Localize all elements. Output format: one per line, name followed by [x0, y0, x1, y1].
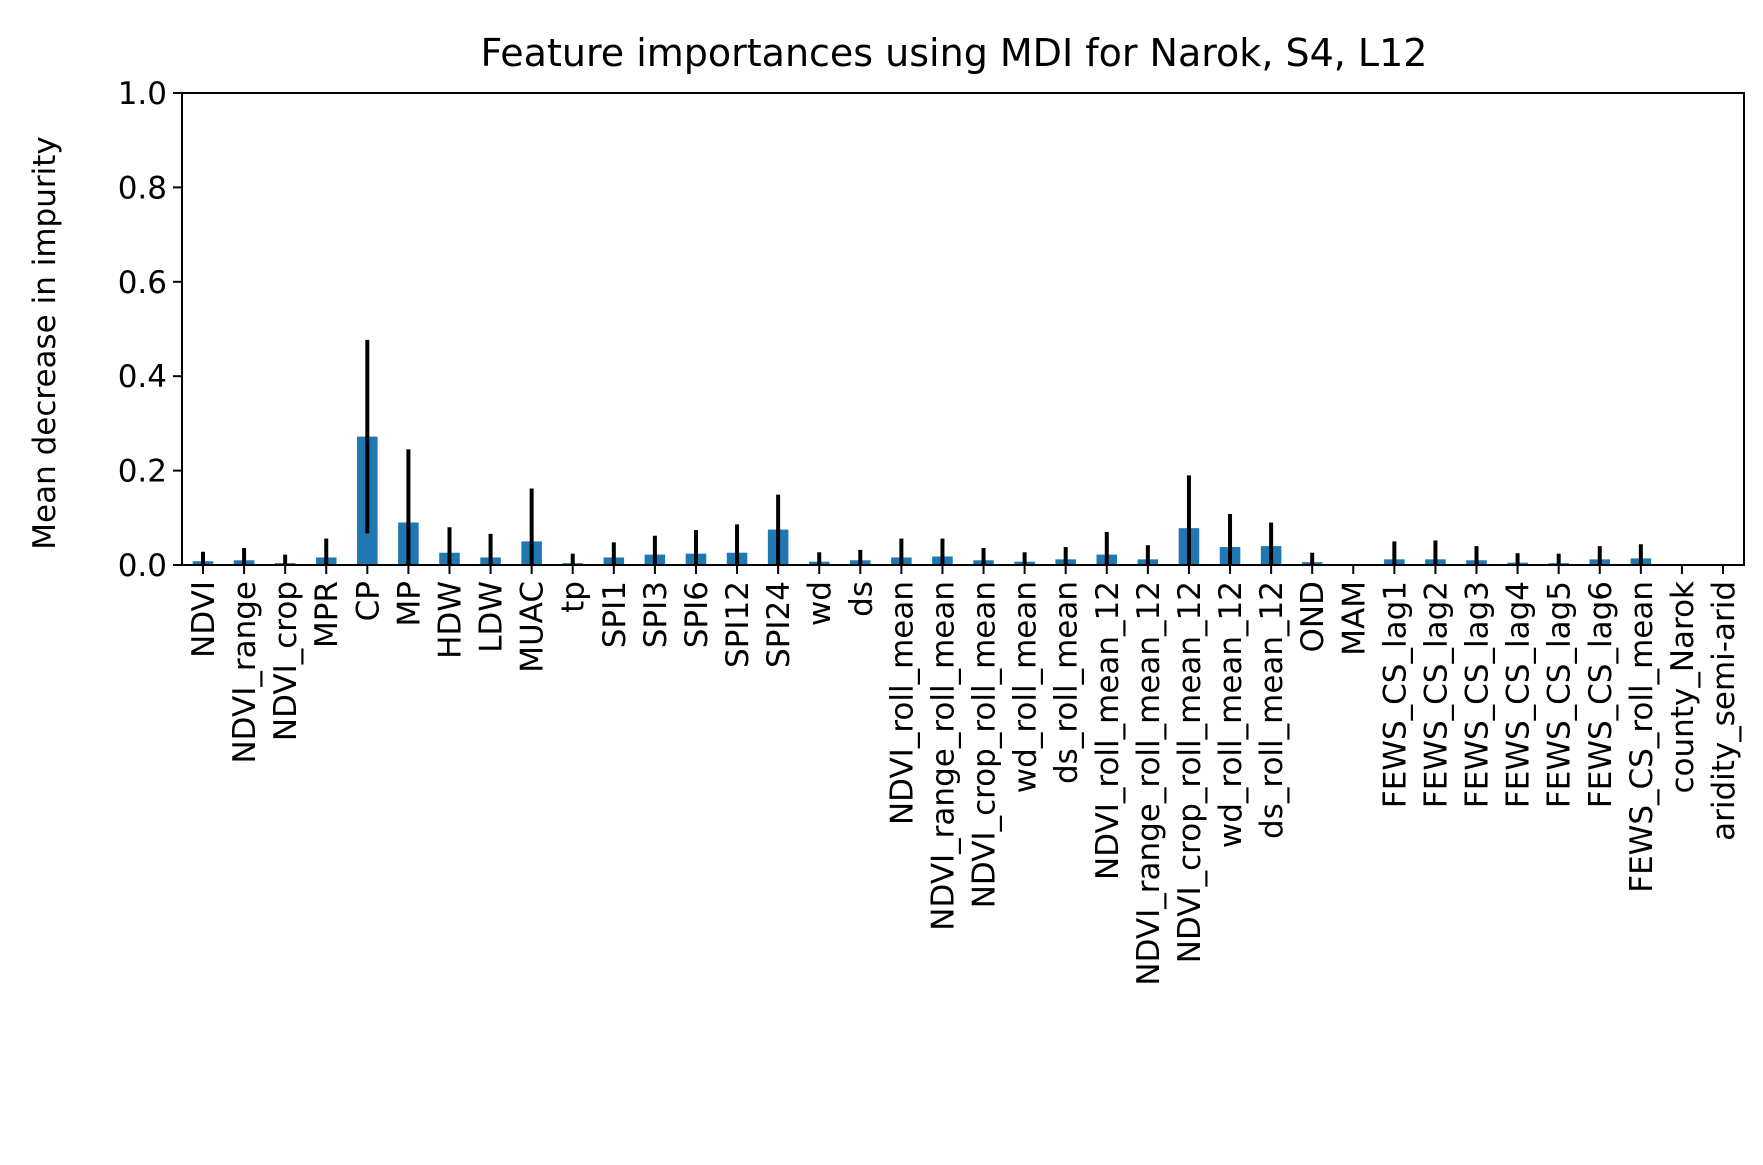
x-tick-label: ds	[843, 581, 879, 617]
x-tick-label: SPI24	[761, 581, 797, 668]
x-tick-label: wd_roll_mean	[1008, 581, 1044, 793]
x-tick-label: county_Narok	[1665, 581, 1701, 794]
x-tick-label: NDVI_roll_mean	[884, 581, 920, 825]
x-tick-label: FEWS_CS_lag6	[1583, 581, 1619, 808]
x-tick-label: NDVI	[186, 581, 222, 658]
x-tick-label: MPR	[309, 581, 345, 648]
x-tick-label: NDVI_range_roll_mean	[925, 581, 961, 931]
x-tick-label: LDW	[474, 581, 510, 653]
x-tick-label: NDVI_range	[227, 581, 263, 764]
x-tick-label: MUAC	[515, 581, 551, 673]
x-axis-ticks: NDVI NDVI_range NDVI_crop MPR CP MP HDW LDW MUAC…	[186, 565, 1742, 986]
x-tick-label: OND	[1295, 581, 1331, 652]
x-tick-label: wd	[802, 581, 838, 626]
x-tick-label: SPI1	[597, 581, 633, 648]
y-tick-label: 0.4	[118, 359, 167, 395]
y-tick-label: 0.6	[118, 265, 167, 301]
x-tick-label: NDVI_crop	[268, 581, 304, 741]
x-tick-label: CP	[350, 581, 386, 621]
y-tick-label: 0.0	[118, 548, 167, 584]
x-tick-label: SPI3	[638, 581, 674, 648]
y-tick-label: 1.0	[118, 76, 167, 112]
x-tick-label: FEWS_CS_lag4	[1501, 581, 1537, 808]
x-tick-label: FEWS_CS_lag2	[1418, 581, 1454, 808]
x-tick-label: SPI12	[720, 581, 756, 668]
x-tick-label: NDVI_roll_mean_12	[1090, 581, 1126, 880]
x-tick-label: FEWS_CS_lag1	[1377, 581, 1413, 808]
x-tick-label: tp	[556, 581, 592, 613]
x-tick-label: MP	[391, 581, 427, 626]
x-tick-label: FEWS_CS_roll_mean	[1624, 581, 1660, 893]
x-tick-label: MAM	[1336, 581, 1372, 656]
x-tick-label: ds_roll_mean	[1049, 581, 1085, 784]
x-tick-label: NDVI_crop_roll_mean_12	[1172, 581, 1208, 963]
y-axis-label: Mean decrease in impurity	[27, 136, 63, 549]
x-tick-label: ds_roll_mean_12	[1254, 581, 1290, 839]
x-tick-label: NDVI_crop_roll_mean	[967, 581, 1003, 908]
x-tick-label: NDVI_range_roll_mean_12	[1131, 581, 1167, 986]
y-tick-label: 0.8	[118, 170, 167, 206]
chart-title: Feature importances using MDI for Narok,…	[481, 31, 1428, 75]
y-tick-label: 0.2	[118, 454, 167, 490]
x-tick-label: SPI6	[679, 581, 715, 648]
x-tick-label: wd_roll_mean_12	[1213, 581, 1249, 848]
x-tick-label: HDW	[432, 581, 468, 659]
y-axis-ticks: 0.0 0.2 0.4 0.6 0.8 1.0	[118, 76, 182, 584]
error-bars-group	[201, 339, 1643, 565]
x-tick-label: aridity_semi-arid	[1706, 581, 1742, 841]
x-tick-label: FEWS_CS_lag3	[1460, 581, 1496, 808]
x-tick-label: FEWS_CS_lag5	[1542, 581, 1578, 808]
plot-frame	[181, 92, 1745, 566]
